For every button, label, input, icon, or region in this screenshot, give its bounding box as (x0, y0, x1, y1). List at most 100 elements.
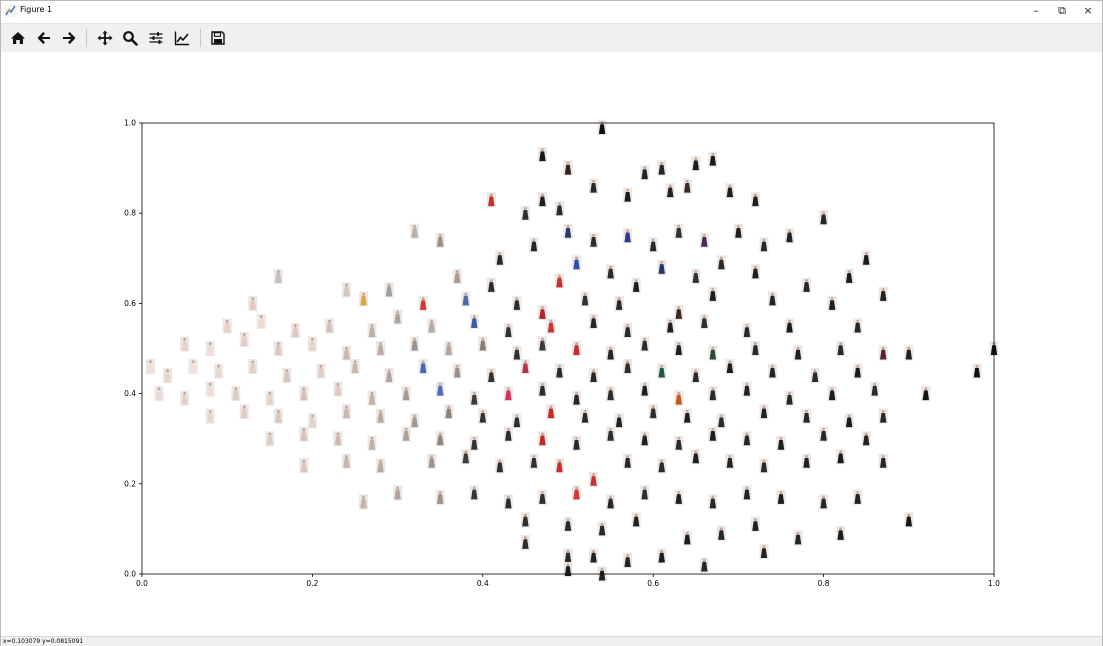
image-thumbnail-point (180, 390, 190, 406)
home-button[interactable] (7, 27, 29, 49)
image-thumbnail-point (606, 264, 616, 280)
image-thumbnail-point (520, 205, 530, 221)
image-thumbnail-point (273, 408, 283, 424)
image-thumbnail-point (674, 223, 684, 239)
image-thumbnail-point (554, 273, 564, 289)
image-thumbnail-point (759, 543, 769, 559)
image-thumbnail-point (904, 512, 914, 528)
image-thumbnail-point (682, 178, 692, 194)
image-thumbnail-point (410, 336, 420, 352)
image-thumbnail-point (623, 228, 633, 244)
image-thumbnail-point (367, 390, 377, 406)
forward-button[interactable] (58, 27, 80, 49)
image-thumbnail-point (665, 318, 675, 334)
zoom-button[interactable] (119, 27, 141, 49)
close-button[interactable]: × (1083, 4, 1093, 17)
image-thumbnail-point (580, 291, 590, 307)
image-thumbnail-point (640, 485, 650, 501)
image-thumbnail-point (341, 282, 351, 298)
image-thumbnail-point (802, 277, 812, 293)
image-thumbnail-point (273, 268, 283, 284)
axes-frame (141, 122, 995, 575)
image-thumbnail-point (469, 313, 479, 329)
back-button[interactable] (33, 27, 55, 49)
image-thumbnail-point (699, 313, 709, 329)
image-thumbnail-point (844, 268, 854, 284)
image-thumbnail-point (972, 363, 982, 379)
toolbar-separator (86, 29, 87, 47)
image-thumbnail-point (606, 494, 616, 510)
x-tick-label: 0.4 (477, 579, 489, 588)
image-thumbnail-point (359, 494, 369, 510)
image-thumbnail-point (341, 404, 351, 420)
image-thumbnail-point (640, 431, 650, 447)
forward-arrow-icon (63, 32, 76, 44)
image-thumbnail-point (682, 408, 692, 424)
image-thumbnail-point (427, 318, 437, 334)
image-thumbnail-point (742, 322, 752, 338)
image-thumbnail-point (410, 413, 420, 429)
image-thumbnail-point (708, 151, 718, 167)
image-thumbnail-point (623, 187, 633, 203)
image-thumbnail-point (606, 386, 616, 402)
figure-canvas[interactable]: 0.0 0.2 0.4 0.6 0.8 1.0 0.0 0.2 0.4 0.6 0.8 1.0 (1, 52, 1102, 636)
image-thumbnail-point (486, 277, 496, 293)
image-thumbnail-point (299, 426, 309, 442)
image-thumbnail-point (537, 489, 547, 505)
image-thumbnail-point (767, 363, 777, 379)
image-thumbnail-point (623, 359, 633, 375)
image-thumbnail-point (435, 232, 445, 248)
image-thumbnail-point (563, 223, 573, 239)
configure-subplots-button[interactable] (145, 27, 167, 49)
image-thumbnail-point (589, 368, 599, 384)
figure-app-icon (5, 5, 17, 17)
image-thumbnail-point (572, 255, 582, 271)
pan-button[interactable] (94, 27, 116, 49)
image-thumbnail-point (640, 336, 650, 352)
restore-button[interactable]: ⧉ (1058, 4, 1066, 17)
image-thumbnail-point (418, 359, 428, 375)
image-thumbnail-point (486, 368, 496, 384)
scatter-plot[interactable]: 0.0 0.2 0.4 0.6 0.8 1.0 0.0 0.2 0.4 0.6 0.8 1.0 (1, 52, 1102, 636)
x-tick-label: 0.6 (647, 579, 659, 588)
image-thumbnail-point (324, 318, 334, 334)
image-thumbnail-point (861, 431, 871, 447)
image-thumbnail-point (742, 485, 752, 501)
image-thumbnail-point (316, 363, 326, 379)
image-thumbnail-point (648, 237, 658, 253)
image-thumbnail-point (844, 413, 854, 429)
image-thumbnail-point (861, 250, 871, 266)
image-thumbnail-point (589, 232, 599, 248)
image-thumbnail-point (444, 341, 454, 356)
image-thumbnail-point (682, 530, 692, 546)
status-bar: x=0.103079 y=0.0815091 (1, 636, 1102, 646)
cursor-coordinates: x=0.103079 y=0.0815091 (3, 638, 84, 645)
image-thumbnail-point (546, 404, 556, 420)
pan-icon (97, 30, 113, 46)
image-thumbnail-point (793, 345, 803, 361)
save-button[interactable] (207, 27, 229, 49)
y-tick-label: 1.0 (124, 119, 136, 128)
zoom-icon (123, 31, 138, 46)
edit-axis-button[interactable] (171, 27, 193, 49)
image-thumbnail-point (589, 548, 599, 564)
image-thumbnail-point (776, 435, 786, 451)
image-thumbnail-point (699, 557, 709, 573)
image-thumbnail-point (614, 413, 624, 429)
image-thumbnail-point (435, 381, 445, 397)
image-thumbnail-point (478, 336, 488, 352)
minimize-button[interactable]: – (1033, 4, 1039, 17)
image-thumbnail-point (273, 341, 283, 356)
image-thumbnail-point (614, 295, 624, 311)
image-thumbnail-point (444, 404, 454, 420)
image-thumbnail-point (503, 426, 513, 442)
y-tick-label: 0.0 (124, 570, 136, 579)
y-tick-label: 0.6 (124, 299, 136, 308)
image-thumbnail-point (674, 435, 684, 451)
image-thumbnail-point (248, 359, 258, 375)
image-thumbnail-point (623, 453, 633, 469)
image-thumbnail-point (853, 363, 863, 379)
x-tick-label: 1.0 (988, 579, 1000, 588)
image-thumbnail-point (461, 291, 471, 307)
image-thumbnail-point (248, 295, 258, 311)
